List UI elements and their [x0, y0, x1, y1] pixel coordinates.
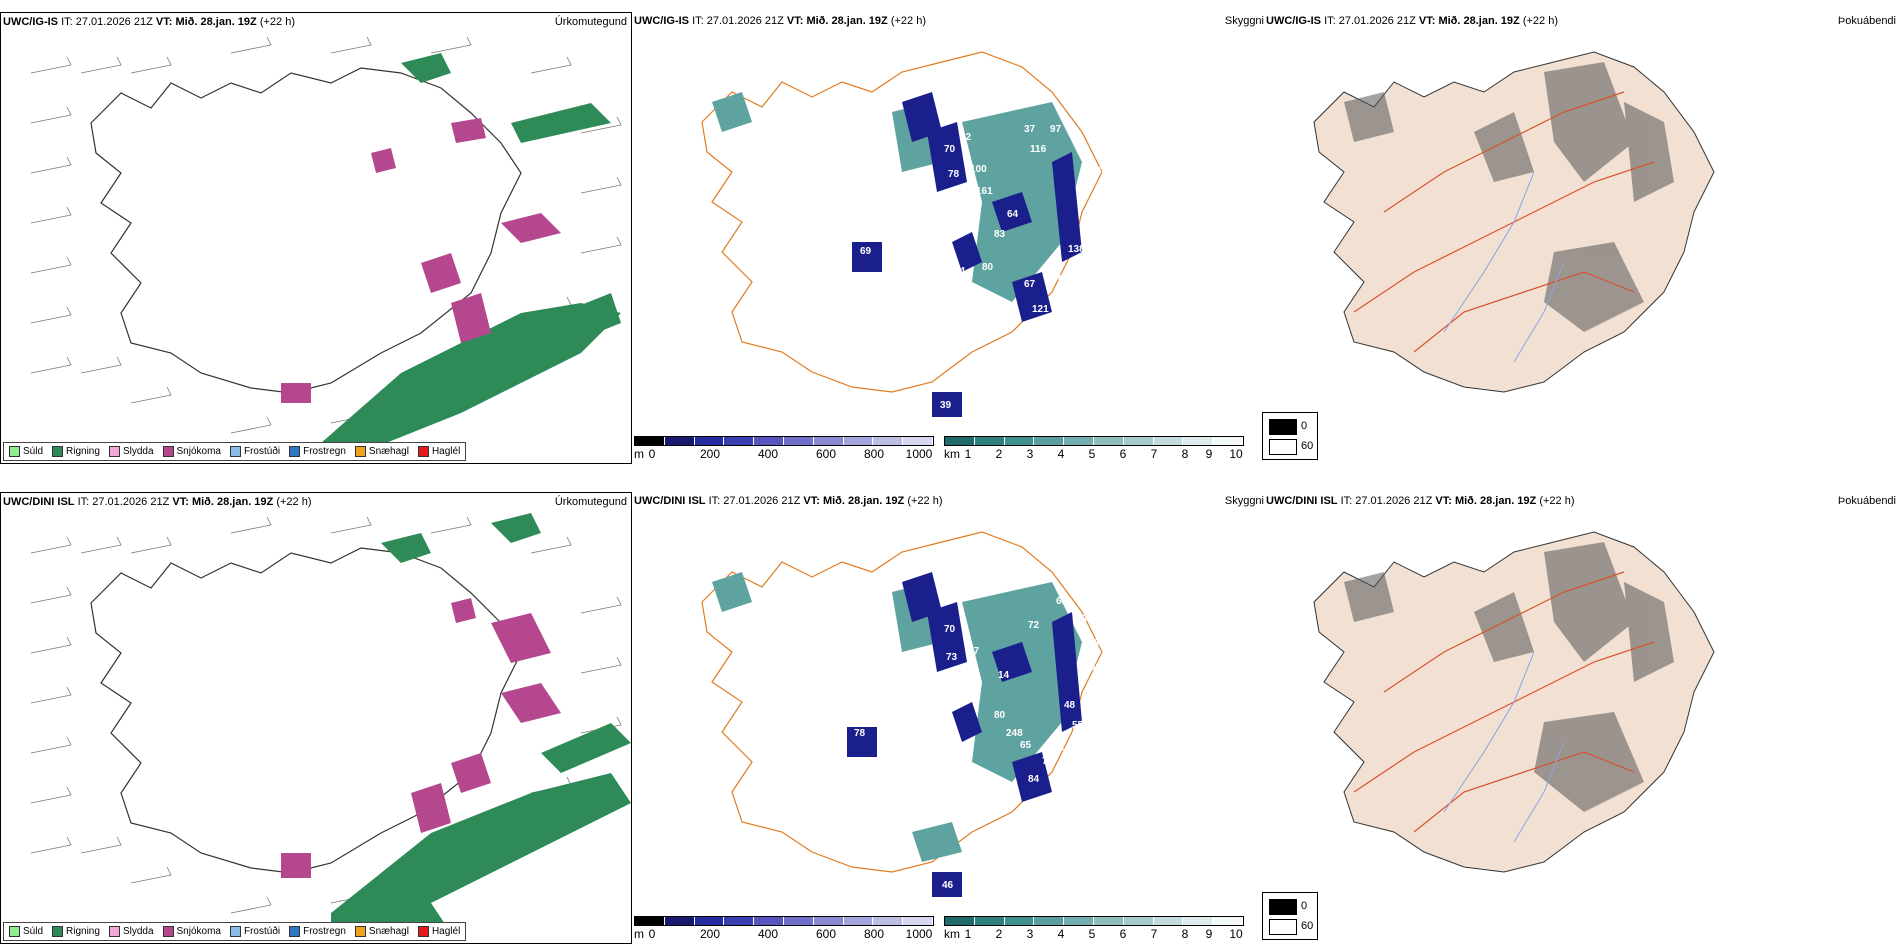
panel-title-vis-row1: Skyggni	[1224, 15, 1264, 27]
visibility-panel-row1: 200 37 97 70 62 116 43 78 100 60 161 64 …	[632, 12, 1264, 464]
vis-label: 78	[948, 169, 960, 180]
vis-label: 14	[998, 670, 1010, 681]
vis-label: 80	[982, 262, 994, 273]
vis-label: 43	[1077, 146, 1089, 157]
header-row1-vis: UWC/IG-IS IT: 27.01.2026 21Z VT: Mið. 28…	[634, 15, 926, 27]
vis-label: 84	[1028, 774, 1040, 785]
visibility-map-row1: 200 37 97 70 62 116 43 78 100 60 161 64 …	[701, 51, 1108, 417]
snow-areas	[281, 598, 561, 878]
vis-label: 60	[1096, 166, 1108, 177]
fog-map-row2	[1313, 531, 1715, 873]
vis-label: 77	[1042, 756, 1054, 767]
vis-label: 113	[1010, 556, 1027, 567]
vis-label: 71	[1054, 742, 1066, 753]
fog-legend-row2: 0 60	[1262, 892, 1318, 940]
rain-areas	[321, 53, 621, 453]
panel-title-precip-row2: Úrkomutegund	[554, 496, 627, 508]
vis-label: 46	[942, 880, 954, 891]
header-row1-fog: UWC/IG-IS IT: 27.01.2026 21Z VT: Mið. 28…	[1266, 15, 1558, 27]
precip-map-row2	[30, 513, 631, 933]
iceland-outline	[701, 531, 1103, 873]
elevation-colorbar-row1: m 0 200 400 600 800 1000	[634, 436, 934, 464]
vis-label: 69	[860, 246, 872, 257]
vis-label: 65	[1020, 740, 1032, 751]
vis-label: 128	[984, 304, 1001, 315]
vis-label: 138	[1068, 244, 1085, 255]
vis-label: 248	[1006, 728, 1023, 739]
iceland-outline	[90, 67, 522, 394]
vis-label: 59	[1092, 682, 1104, 693]
precip-type-panel-row2: UWC/DINI ISL IT: 27.01.2026 21Z VT: Mið.…	[0, 492, 632, 944]
precip-legend-row1: Súld Rigning Slydda Snjókoma Frostúði Fr…	[3, 442, 467, 461]
panel-title-fog-row1: Þokuábendi	[1837, 15, 1896, 27]
vis-label: 83	[994, 229, 1006, 240]
vis-dark-areas	[847, 572, 1082, 897]
fog-rivers	[1443, 651, 1565, 843]
visibility-colorbar-row2: km 1 2 3 4 5 6 7 8 9 10	[944, 916, 1244, 944]
vis-dark-areas	[852, 92, 1082, 417]
vis-label: 39	[940, 400, 952, 411]
vis-label: 63	[1056, 596, 1068, 607]
visibility-colorbar-row1: km 1 2 3 4 5 6 7 8 9 10	[944, 436, 1244, 464]
vis-label: 70	[944, 624, 956, 635]
panel-title-precip-row1: Úrkomutegund	[554, 16, 627, 28]
vis-label: 111	[984, 326, 1000, 337]
rain-areas	[331, 513, 631, 933]
vis-label: 80	[1044, 262, 1056, 273]
fog-panel-row1: UWC/IG-IS IT: 27.01.2026 21Z VT: Mið. 28…	[1264, 12, 1900, 464]
vis-label: 70	[944, 144, 956, 155]
vis-label: 62	[960, 132, 972, 143]
vis-label: 80	[994, 710, 1006, 721]
fog-shading	[1344, 542, 1674, 812]
vis-label: 92	[976, 574, 988, 585]
snow-areas	[281, 118, 561, 403]
visibility-labels: 113 92 63 70 72 39 87 58 73 60 59 14 48 …	[854, 556, 1104, 891]
vis-label: 78	[854, 728, 866, 739]
vis-label: 73	[946, 652, 958, 663]
fog-rivers	[1443, 171, 1565, 363]
vis-label: 60	[1090, 662, 1102, 673]
vis-label: 75	[980, 806, 992, 817]
fog-roads	[1353, 91, 1655, 353]
panel-title-vis-row2: Skyggni	[1224, 495, 1264, 507]
fog-map-row1	[1313, 51, 1715, 393]
vis-label: 68	[1058, 274, 1070, 285]
vis-label: 58	[1088, 638, 1100, 649]
iceland-outline	[701, 51, 1103, 393]
vis-teal-areas	[712, 572, 1082, 862]
vis-label: 67	[1024, 279, 1036, 290]
fog-shading	[1344, 62, 1674, 332]
fog-legend-row1: 0 60	[1262, 412, 1318, 460]
vis-label: 100	[970, 164, 987, 175]
vis-label: 116	[1030, 144, 1047, 155]
panel-title-fog-row2: Þokuábendi	[1837, 495, 1896, 507]
vis-label: 120	[978, 784, 995, 795]
vis-label: 87	[968, 646, 980, 657]
vis-label: 72	[1028, 620, 1040, 631]
vis-label: 55	[1072, 720, 1084, 731]
header-row2-vis: UWC/DINI ISL IT: 27.01.2026 21Z VT: Mið.…	[634, 495, 943, 507]
visibility-panel-row2: 113 92 63 70 72 39 87 58 73 60 59 14 48 …	[632, 492, 1264, 944]
vis-label: 39	[1076, 614, 1088, 625]
vis-label: 24	[954, 266, 966, 277]
vis-label: 200	[1020, 89, 1037, 100]
precip-map-row1	[30, 36, 622, 453]
visibility-labels: 200 37 97 70 62 116 43 78 100 60 161 64 …	[860, 89, 1108, 411]
vis-label: 64	[1007, 209, 1019, 220]
precip-type-panel-row1: UWC/IG-IS IT: 27.01.2026 21Z VT: Mið. 28…	[0, 12, 632, 464]
precip-legend-row2: Súld Rigning Slydda Snjókoma Frostúði Fr…	[3, 922, 467, 941]
vis-label: 97	[868, 712, 880, 723]
vis-label: 97	[1050, 124, 1062, 135]
vis-label: 121	[1032, 304, 1049, 315]
elevation-colorbar-row2: m 0 200 400 600 800 1000	[634, 916, 934, 944]
fog-panel-row2: UWC/DINI ISL IT: 27.01.2026 21Z VT: Mið.…	[1264, 492, 1900, 944]
header-row2-fog: UWC/DINI ISL IT: 27.01.2026 21Z VT: Mið.…	[1266, 495, 1575, 507]
header-row1: UWC/IG-IS IT: 27.01.2026 21Z VT: Mið. 28…	[3, 16, 295, 28]
header-row2: UWC/DINI ISL IT: 27.01.2026 21Z VT: Mið.…	[3, 496, 312, 508]
vis-label: 37	[1024, 124, 1036, 135]
vis-label: 48	[1064, 700, 1076, 711]
visibility-map-row2: 113 92 63 70 72 39 87 58 73 60 59 14 48 …	[701, 531, 1104, 897]
fog-roads	[1353, 571, 1655, 833]
vis-label: 161	[976, 186, 993, 197]
